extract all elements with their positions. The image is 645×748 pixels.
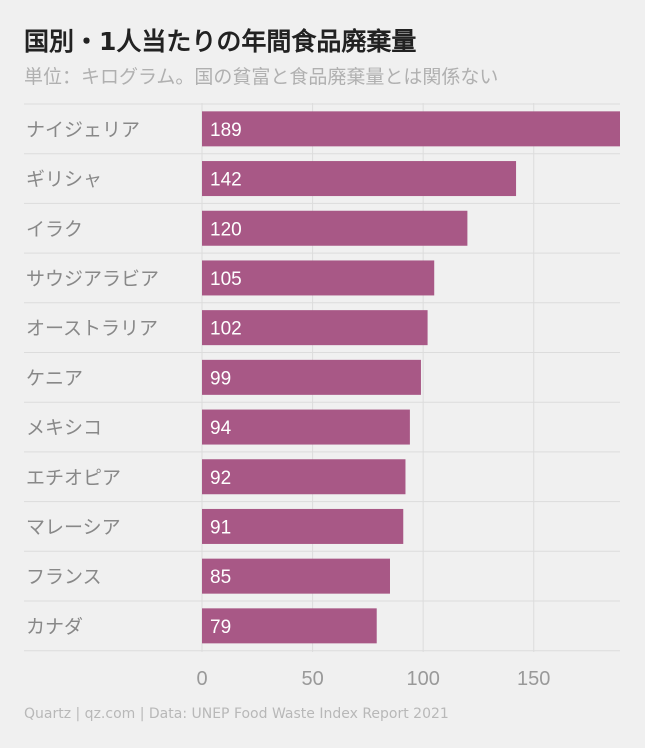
- data-label: 91: [210, 517, 231, 538]
- chart-subtitle: 単位：キログラム。国の貧富と食品廃棄量とは関係ない: [24, 66, 499, 88]
- bar: [202, 260, 435, 296]
- x-tick-label: 100: [406, 668, 439, 690]
- bar: [202, 409, 410, 445]
- bar: [202, 558, 390, 594]
- bar: [202, 111, 620, 147]
- source-credit: Quartz | qz.com | Data: UNEP Food Waste …: [24, 706, 449, 722]
- data-label: 92: [210, 468, 231, 489]
- category-label: オーストラリア: [26, 318, 158, 340]
- bar: [202, 161, 517, 197]
- x-tick-label: 150: [517, 668, 550, 690]
- category-label: ギリシャ: [26, 169, 102, 191]
- category-label: マレーシア: [26, 516, 121, 538]
- data-label: 102: [210, 319, 242, 340]
- data-label: 99: [210, 368, 231, 389]
- x-tick-label: 0: [196, 668, 207, 690]
- chart-title: 国別・1人当たりの年間食品廃棄量: [24, 27, 417, 56]
- bar: [202, 359, 421, 395]
- bar: [202, 508, 404, 544]
- category-label: イラク: [26, 218, 83, 240]
- category-label: フランス: [26, 566, 102, 588]
- category-label: ナイジェリア: [26, 119, 140, 141]
- bar: [202, 608, 377, 644]
- category-label: メキシコ: [26, 417, 102, 439]
- data-label: 85: [210, 567, 231, 588]
- x-tick-label: 50: [301, 668, 323, 690]
- category-label: カナダ: [26, 616, 83, 638]
- data-label: 189: [210, 120, 242, 141]
- data-label: 94: [210, 418, 232, 439]
- data-label: 105: [210, 269, 242, 290]
- bar: [202, 310, 428, 346]
- data-label: 79: [210, 617, 231, 638]
- category-label: ケニア: [26, 367, 83, 389]
- category-label: サウジアラビア: [26, 268, 159, 290]
- data-label: 120: [210, 219, 242, 240]
- bar: [202, 210, 468, 246]
- bar: [202, 459, 406, 495]
- category-label: エチオピア: [26, 467, 121, 489]
- data-label: 142: [210, 170, 242, 191]
